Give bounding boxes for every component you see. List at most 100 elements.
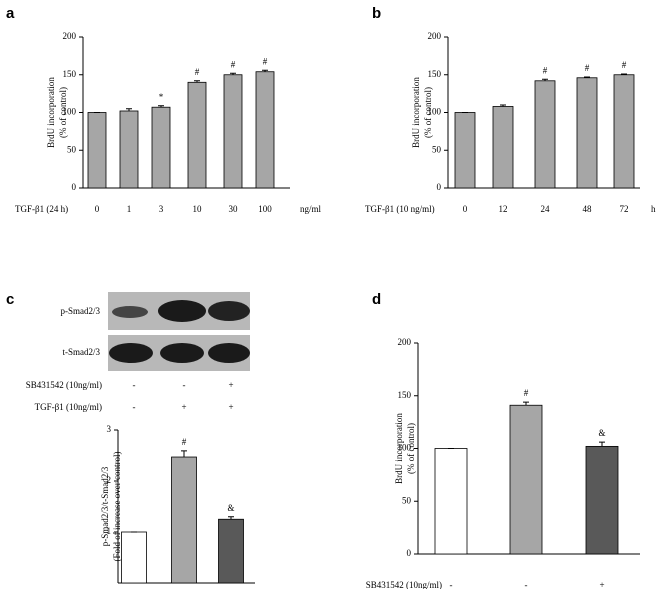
bar	[454, 112, 476, 189]
panel-letter: a	[6, 5, 15, 22]
bar	[492, 106, 514, 189]
error-bar	[262, 69, 268, 72]
treatment-label: SB431542 (10ng/ml)	[26, 380, 102, 390]
treatment-sign: -	[525, 580, 528, 589]
y-axis-label: BrdU incorporation	[394, 413, 404, 484]
x-unit: h	[651, 204, 656, 214]
bar	[255, 71, 275, 189]
blot-label: p-Smad2/3	[61, 306, 101, 316]
error-bar	[542, 78, 548, 81]
y-tick-label: 150	[398, 390, 412, 400]
significance-mark: &	[227, 503, 234, 513]
error-bar	[500, 104, 506, 107]
y-axis-label: (% of control)	[423, 87, 433, 138]
treatment-sign: -	[133, 402, 136, 412]
y-axis-label: (Fold of increase over control)	[112, 452, 122, 562]
panel-letter: c	[6, 291, 14, 308]
treatment-sign: -	[133, 380, 136, 390]
error-bar	[126, 108, 132, 111]
y-tick-label: 0	[407, 548, 412, 558]
y-tick-label: 200	[428, 31, 442, 41]
bar	[171, 456, 197, 584]
panel-letter: b	[372, 5, 381, 22]
x-tick-label: 1	[127, 204, 132, 214]
x-axis-label: TGF-β1 (24 h)	[15, 204, 68, 214]
treatment-sign: +	[599, 580, 604, 589]
blot-band	[208, 343, 250, 363]
error-bar	[181, 450, 187, 458]
bar	[576, 77, 598, 189]
y-tick-label: 100	[63, 107, 77, 117]
panel-letter: d	[372, 291, 381, 308]
x-tick-label: 30	[229, 204, 239, 214]
bar	[613, 74, 635, 189]
bar	[218, 518, 244, 584]
significance-mark: #	[263, 56, 268, 66]
bar	[187, 81, 207, 189]
blot-band	[109, 343, 153, 363]
error-bar	[621, 73, 627, 75]
y-tick-label: 50	[67, 144, 77, 154]
bar	[151, 106, 171, 189]
error-bar	[228, 516, 234, 520]
significance-mark: #	[543, 65, 548, 75]
y-tick-label: 0	[437, 182, 442, 192]
significance-mark: #	[622, 60, 627, 70]
blot-band	[208, 301, 250, 321]
y-axis-label: (% of control)	[406, 423, 416, 474]
error-bar	[584, 76, 590, 78]
x-axis-label: TGF-β1 (10 ng/ml)	[365, 204, 435, 214]
bar	[87, 112, 107, 189]
bar	[119, 110, 139, 189]
error-bar	[194, 80, 200, 83]
y-tick-label: 100	[428, 107, 442, 117]
y-tick-label: 2	[107, 475, 112, 485]
y-tick-label: 200	[63, 31, 77, 41]
y-tick-label: 100	[398, 443, 412, 453]
significance-mark: #	[585, 63, 590, 73]
x-unit: ng/ml	[300, 204, 322, 214]
bar	[121, 531, 147, 584]
treatment-label: TGF-β1 (10ng/ml)	[35, 402, 102, 412]
significance-mark: #	[182, 437, 187, 447]
y-axis-label: p-Smad2/3/t-Smad2/3	[100, 466, 110, 546]
x-tick-label: 0	[463, 204, 468, 214]
x-tick-label: 48	[583, 204, 593, 214]
y-tick-label: 3	[107, 424, 112, 434]
x-tick-label: 0	[95, 204, 100, 214]
x-tick-label: 3	[159, 204, 164, 214]
y-axis-label: (% of control)	[58, 87, 68, 138]
x-tick-label: 10	[193, 204, 203, 214]
treatment-sign: +	[228, 402, 233, 412]
bar	[585, 445, 619, 555]
error-bar	[230, 72, 236, 75]
x-tick-label: 72	[620, 204, 629, 214]
y-axis-label: BrdU incorporation	[411, 77, 421, 148]
x-tick-label: 100	[258, 204, 272, 214]
blot-band	[158, 300, 206, 322]
error-bar	[599, 441, 605, 447]
significance-mark: #	[231, 59, 236, 69]
western-blot	[108, 292, 250, 371]
x-tick-label: 24	[541, 204, 551, 214]
significance-mark: #	[195, 67, 200, 77]
significance-mark: *	[159, 92, 164, 102]
blot-label: t-Smad2/3	[63, 347, 101, 357]
treatment-sign: +	[228, 380, 233, 390]
y-tick-label: 50	[432, 144, 442, 154]
treatment-label: SB431542 (10ng/ml)	[366, 580, 442, 589]
bar	[434, 448, 468, 555]
significance-mark: #	[524, 388, 529, 398]
x-tick-label: 12	[499, 204, 508, 214]
error-bar	[523, 401, 529, 406]
treatment-sign: -	[183, 380, 186, 390]
significance-mark: &	[598, 428, 605, 438]
bar	[223, 74, 243, 189]
bar	[509, 404, 543, 555]
blot-band	[112, 306, 148, 318]
y-tick-label: 150	[63, 69, 77, 79]
y-tick-label: 1	[107, 526, 112, 536]
treatment-sign: -	[450, 580, 453, 589]
blot-band	[160, 343, 204, 363]
